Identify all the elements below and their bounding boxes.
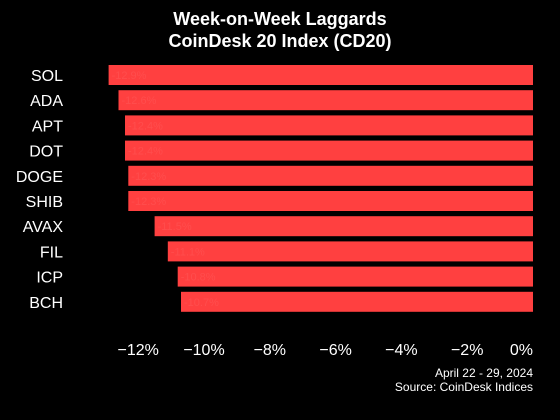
bar-doge <box>128 165 534 186</box>
date-range-note: April 22 - 29, 2024 <box>435 366 533 380</box>
data-label-apt: -12.4% <box>128 120 163 132</box>
x-axis: −12% −10% −8% −6% −4% −2% 0% <box>118 342 533 359</box>
x-tick-label: −10% <box>183 342 224 359</box>
source-note: Source: CoinDesk Indices <box>395 380 533 394</box>
bar-ada <box>118 90 533 111</box>
data-label-shib: -12.3% <box>131 196 166 208</box>
category-label-shib: SHIB <box>26 194 63 211</box>
x-tick-label: −12% <box>118 342 159 359</box>
category-label-sol: SOL <box>31 68 63 85</box>
bar-shib <box>128 191 534 211</box>
category-label-avax: AVAX <box>23 219 64 236</box>
x-tick-label: −2% <box>451 342 483 359</box>
x-tick-label: 0% <box>510 342 533 359</box>
data-label-avax: -11.5% <box>158 221 192 233</box>
x-tick-label: −4% <box>385 342 417 359</box>
category-label-bch: BCH <box>29 295 63 312</box>
category-label-fil: FIL <box>40 244 63 261</box>
data-label-ada: -12.6% <box>122 95 157 107</box>
data-label-fil: -11.1% <box>171 246 205 258</box>
x-tick-label: −6% <box>319 342 351 359</box>
data-label-dot: -12.4% <box>128 146 163 158</box>
category-label-dot: DOT <box>29 144 63 161</box>
data-label-sol: -12.9% <box>112 70 147 82</box>
chart-title: Week-on-Week Laggards <box>173 9 386 29</box>
x-tick-label: −8% <box>254 342 286 359</box>
chart-subtitle: CoinDesk 20 Index (CD20) <box>168 31 391 51</box>
bar-fil <box>167 241 534 262</box>
bar-sol <box>108 65 533 85</box>
category-label-doge: DOGE <box>16 169 63 186</box>
data-label-bch: -10.7% <box>184 297 219 309</box>
data-label-icp: -10.8% <box>181 272 216 284</box>
bars-layer: -12.9% SOL -12.6% ADA -12.4% APT -12.4% DOT -12.… <box>16 65 534 312</box>
bar-avax <box>154 216 533 237</box>
bar-bch <box>181 291 533 312</box>
bar-apt <box>125 115 533 136</box>
data-label-doge: -12.3% <box>131 171 166 183</box>
category-label-apt: APT <box>32 118 63 135</box>
bar-icp <box>177 266 533 287</box>
bar-dot <box>125 140 533 161</box>
category-label-icp: ICP <box>36 270 63 287</box>
category-label-ada: ADA <box>30 93 63 110</box>
